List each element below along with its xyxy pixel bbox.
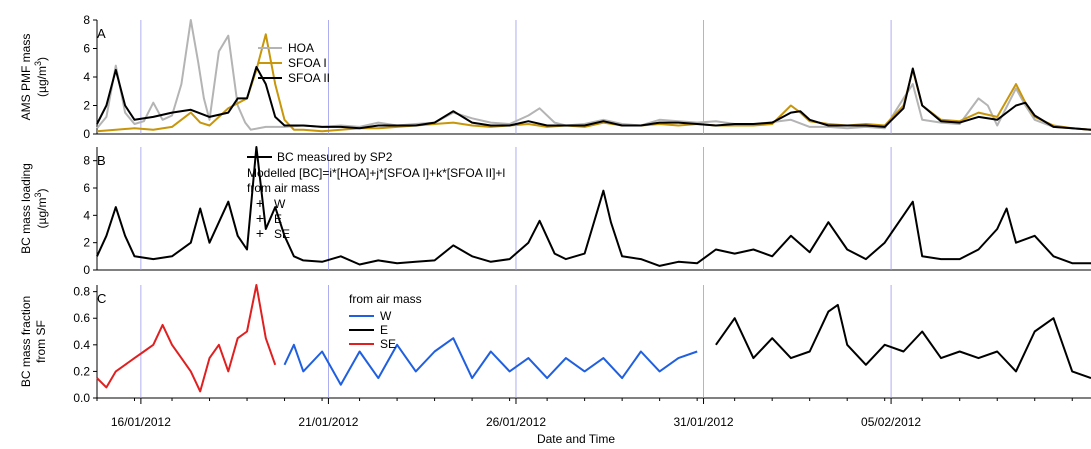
legend-label: W — [274, 197, 286, 211]
series-line-sfoa-i — [96, 33, 1091, 133]
y-tick-label: 8 — [83, 154, 90, 168]
legend-label: SE — [274, 227, 290, 241]
y-tick-label: 6 — [83, 181, 90, 195]
panel-letter: C — [97, 291, 106, 306]
y-tick-label: 2 — [83, 99, 90, 113]
series-line-sfoa-ii — [96, 66, 1091, 131]
panel-letter: B — [97, 153, 106, 168]
y-tick-label: 0.0 — [73, 391, 90, 405]
x-tick-label: 31/01/2012 — [673, 415, 733, 429]
legend-label: SFOA II — [288, 71, 330, 85]
x-axis-label: Date and Time — [537, 432, 615, 446]
legend-label: Modelled [BC]=i*[HOA]+j*[SFOA I]+k*[SFOA… — [247, 166, 505, 180]
y-axis-unit: (µg/m3) — [33, 189, 49, 229]
x-tick-label: 26/01/2012 — [486, 415, 546, 429]
y-axis-label: AMS PMF mass — [19, 34, 33, 121]
series-line-se — [96, 284, 277, 393]
panel-C: 0.0 0.2 0.4 0.6 0.8 BC mass fraction from SF C f… — [19, 284, 1091, 405]
legend-label: E — [274, 212, 282, 226]
y-tick-label: 8 — [83, 13, 90, 27]
y-tick-label: 6 — [83, 42, 90, 56]
series-line-e — [715, 303, 1091, 380]
series-line-bc-measured-by-sp2 — [96, 146, 1091, 267]
series-line-hoa — [96, 19, 1091, 131]
y-axis-label: BC mass loading — [19, 163, 33, 254]
y-axis-unit: (µg/m3) — [33, 57, 49, 97]
legend-label: SFOA I — [288, 56, 327, 70]
y-axis-label: BC mass fraction — [19, 296, 33, 387]
legend-label: HOA — [288, 41, 314, 55]
y-tick-label: 0.4 — [73, 338, 90, 352]
legend-label: W — [380, 309, 392, 323]
legend-marker: + — [256, 210, 264, 226]
y-tick-label: 0 — [83, 127, 90, 141]
y-axis-label: from SF — [34, 320, 48, 363]
y-tick-label: 0.6 — [73, 311, 90, 325]
legend-title: from air mass — [349, 292, 422, 306]
legend-marker: + — [256, 225, 264, 241]
x-tick-label: 21/01/2012 — [298, 415, 358, 429]
y-tick-label: 0.8 — [73, 285, 90, 299]
y-tick-label: 0.2 — [73, 364, 90, 378]
legend-marker: + — [256, 195, 264, 211]
legend-label: BC measured by SP2 — [277, 150, 393, 164]
y-tick-label: 4 — [83, 70, 90, 84]
legend-label: SE — [380, 337, 396, 351]
series-line-w — [283, 337, 698, 386]
legend-label: E — [380, 323, 388, 337]
y-tick-label: 0 — [83, 263, 90, 277]
y-tick-label: 4 — [83, 208, 90, 222]
x-tick-label: 05/02/2012 — [861, 415, 921, 429]
legend-title: from air mass — [247, 181, 320, 195]
panel-B: 0 2 4 6 8 BC mass loading (µg/m3) B BC measured … — [19, 146, 1091, 277]
panel-letter: A — [97, 26, 106, 41]
x-tick-label: 16/01/2012 — [111, 415, 171, 429]
y-tick-label: 2 — [83, 236, 90, 250]
